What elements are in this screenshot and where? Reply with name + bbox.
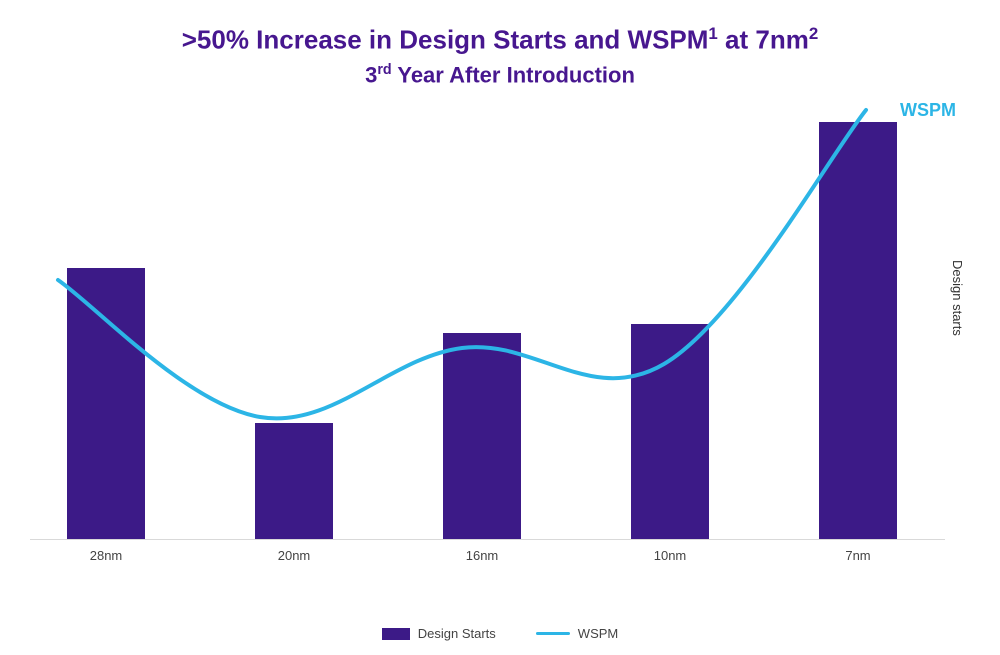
legend-label: Design Starts [418,626,496,641]
bar-28nm [67,268,145,539]
chart-area: WSPM Design starts 28nm20nm16nm10nm7nm [30,110,970,570]
title-block: >50% Increase in Design Starts and WSPM1… [0,0,1000,88]
bar-16nm [443,333,521,539]
legend-item-design-starts: Design Starts [382,626,496,641]
chart-title-main: >50% Increase in Design Starts and WSPM1… [0,24,1000,56]
wspm-line-label: WSPM [900,100,956,121]
legend-swatch-line-icon [536,632,570,635]
x-axis-label: 20nm [278,548,311,563]
bar-7nm [819,122,897,539]
bar-10nm [631,324,709,539]
x-axis-label: 7nm [845,548,870,563]
legend-item-wspm: WSPM [536,626,618,641]
x-axis-label: 28nm [90,548,123,563]
bar-20nm [255,423,333,539]
legend-label: WSPM [578,626,618,641]
legend: Design Starts WSPM [0,626,1000,641]
x-axis-label: 10nm [654,548,687,563]
x-axis-label: 16nm [466,548,499,563]
right-axis-label: Design starts [950,260,965,336]
plot-area [30,110,945,540]
legend-swatch-bar-icon [382,628,410,640]
chart-title-sub: 3rd Year After Introduction [0,62,1000,88]
